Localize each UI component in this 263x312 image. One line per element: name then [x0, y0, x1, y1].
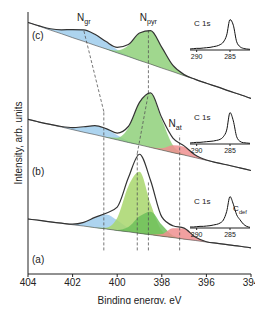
svg-text:Ngr: Ngr	[77, 12, 91, 25]
html-text:C 1s: C 1s	[194, 113, 211, 122]
svg-text:Binding energy, eV: Binding energy, eV	[98, 295, 182, 304]
html-text:(b): (b)	[32, 166, 45, 177]
svg-text:285: 285	[224, 53, 236, 60]
svg-text:Nat: Nat	[169, 118, 182, 131]
html-text:C 1s: C 1s	[194, 19, 211, 28]
svg-text:396: 396	[198, 277, 215, 288]
svg-text:404: 404	[20, 277, 37, 288]
svg-text:Intensity, arb. units: Intensity, arb. units	[13, 101, 24, 184]
svg-text:394: 394	[243, 277, 255, 288]
svg-text:402: 402	[64, 277, 81, 288]
svg-text:285: 285	[224, 231, 236, 238]
svg-text:290: 290	[191, 53, 203, 60]
svg-text:290: 290	[191, 231, 203, 238]
svg-text:285: 285	[224, 147, 236, 154]
html-text:C 1s: C 1s	[194, 197, 211, 206]
svg-text:Npyr: Npyr	[140, 12, 158, 25]
html-text:(a): (a)	[32, 254, 45, 265]
svg-text:290: 290	[191, 147, 203, 154]
html-text:(c): (c)	[32, 30, 44, 41]
svg-text:398: 398	[153, 277, 170, 288]
svg-text:Cdef: Cdef	[233, 204, 247, 214]
svg-text:400: 400	[109, 277, 126, 288]
